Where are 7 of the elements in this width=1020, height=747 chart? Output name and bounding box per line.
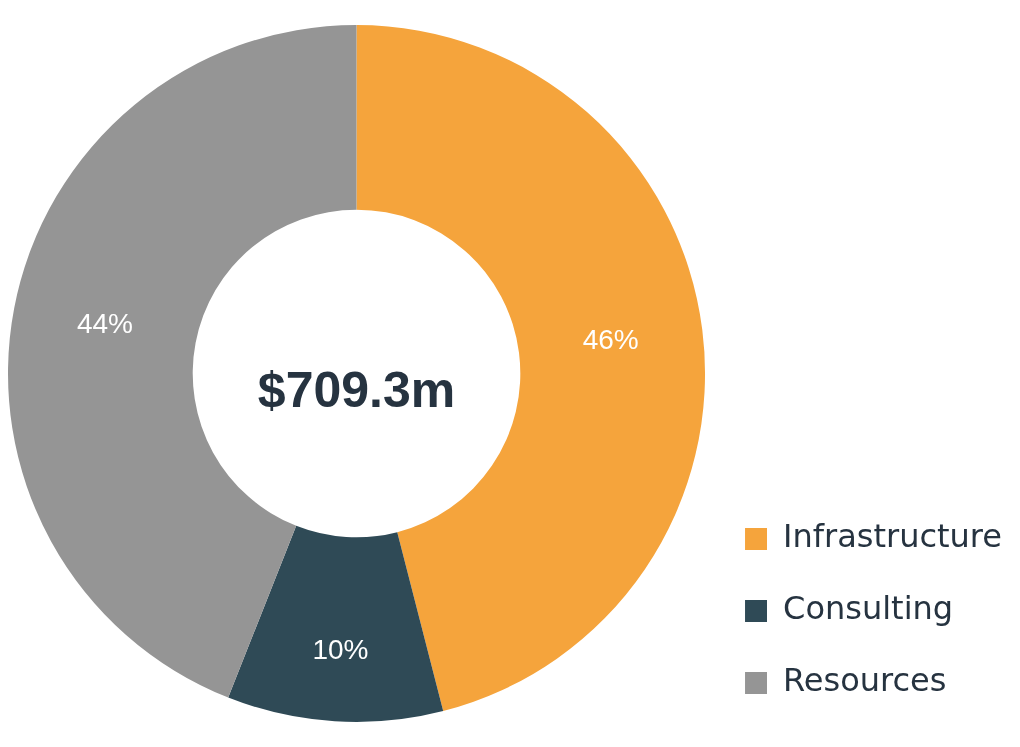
data-label: 44% — [76, 308, 133, 340]
data-label: 46% — [582, 324, 639, 356]
legend-label: Infrastructure — [783, 517, 1002, 556]
legend-label: Resources — [783, 661, 947, 700]
text: $709.3m — [257, 362, 456, 419]
legend-label: Consulting — [783, 589, 954, 628]
data-label: 10% — [312, 633, 369, 665]
